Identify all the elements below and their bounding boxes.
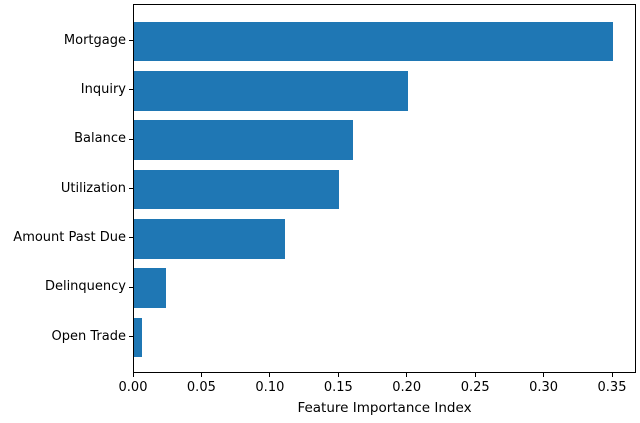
x-tick-mark-0.35 xyxy=(611,373,613,377)
x-tick-label-0.25: 0.25 xyxy=(460,380,490,395)
plot-area xyxy=(133,4,636,373)
x-tick-label-0.15: 0.15 xyxy=(323,380,353,395)
bar-delinquency xyxy=(134,268,166,308)
bar-open-trade xyxy=(134,317,143,358)
x-tick-label-0.10: 0.10 xyxy=(255,380,285,395)
bar-balance xyxy=(134,120,353,160)
y-tick-mark-balance xyxy=(129,138,133,140)
y-tick-mark-amount-past-due xyxy=(129,237,133,239)
y-tick-label-mortgage: Mortgage xyxy=(63,32,126,48)
x-tick-label-0.00: 0.00 xyxy=(118,380,148,395)
x-tick-mark-0.15 xyxy=(337,373,339,377)
y-tick-mark-mortgage xyxy=(129,40,133,41)
y-tick-label-inquiry: Inquiry xyxy=(80,82,126,98)
x-tick-mark-0.25 xyxy=(474,373,476,377)
y-tick-label-open-trade: Open Trade xyxy=(51,328,126,344)
bar-utilization xyxy=(134,169,340,210)
y-tick-label-utilization: Utilization xyxy=(60,180,126,196)
y-tick-label-amount-past-due: Amount Past Due xyxy=(13,230,126,246)
x-tick-mark-0.00 xyxy=(132,373,134,377)
y-tick-label-delinquency: Delinquency xyxy=(44,279,126,295)
bar-amount-past-due xyxy=(134,219,285,259)
x-axis-title: Feature Importance Index xyxy=(297,400,472,416)
y-tick-mark-delinquency xyxy=(129,286,133,288)
x-tick-label-0.35: 0.35 xyxy=(597,380,627,395)
x-tick-label-0.05: 0.05 xyxy=(186,380,216,395)
x-tick-mark-0.10 xyxy=(269,373,271,377)
x-tick-mark-0.05 xyxy=(200,373,202,377)
x-tick-label-0.20: 0.20 xyxy=(392,380,422,395)
y-tick-label-balance: Balance xyxy=(74,131,126,147)
x-tick-mark-0.20 xyxy=(406,373,408,377)
x-tick-label-0.30: 0.30 xyxy=(529,380,559,395)
y-tick-mark-inquiry xyxy=(129,89,133,91)
bar-mortgage xyxy=(134,21,613,62)
x-tick-mark-0.30 xyxy=(543,373,545,377)
y-tick-mark-utilization xyxy=(129,188,133,189)
bar-inquiry xyxy=(134,71,408,111)
y-tick-mark-open-trade xyxy=(129,336,133,337)
